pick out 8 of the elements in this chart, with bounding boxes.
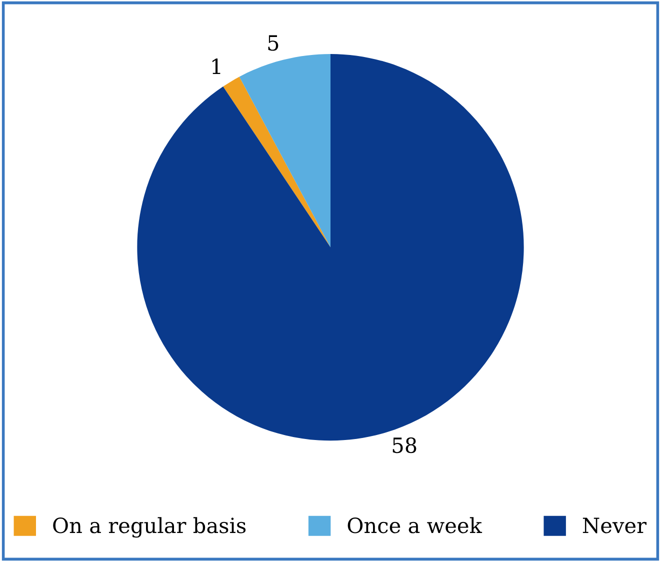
legend-label: Never [582, 518, 647, 534]
pie-slice [223, 76, 330, 248]
data-label: 5 [268, 35, 278, 51]
data-label: 58 [392, 437, 416, 454]
legend-label: On a regular basis [53, 517, 246, 538]
data-label: 1 [212, 58, 220, 74]
legend-label: Once a week [348, 517, 482, 534]
pie-slice [239, 54, 330, 248]
